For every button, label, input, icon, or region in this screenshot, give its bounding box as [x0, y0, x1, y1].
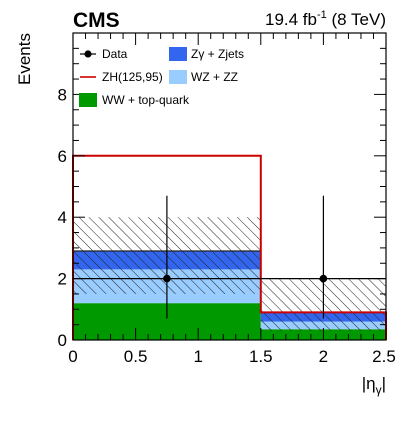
- legend-entry-zg: Zγ + Zjets: [169, 47, 244, 61]
- x-tick-label: 0: [68, 347, 77, 366]
- x-tick-label: 2.5: [372, 347, 396, 366]
- y-tick-label: 6: [58, 147, 67, 166]
- legend-entry-signal: ZH(125,95): [80, 70, 163, 84]
- lumi-exponent: -1: [317, 9, 327, 21]
- y-tick-label: 4: [58, 208, 67, 227]
- x-axis-title-main: |η: [362, 374, 376, 393]
- data-points: [73, 195, 386, 319]
- legend-label-wz: WZ + ZZ: [191, 70, 238, 84]
- legend-entry-wz: WZ + ZZ: [169, 70, 238, 84]
- legend-label-data: Data: [102, 47, 128, 61]
- cms-label: CMS: [73, 9, 120, 32]
- legend-wz-swatch: [169, 70, 187, 84]
- y-axis-title: Events: [15, 33, 34, 85]
- x-axis-title-sub: γ: [376, 383, 382, 397]
- x-tick-label: 0.5: [124, 347, 148, 366]
- legend-ww-top-swatch: [79, 93, 97, 107]
- lumi-label: 19.4 fb-1 (8 TeV): [265, 9, 386, 29]
- x-tick-label: 1.5: [249, 347, 273, 366]
- legend: Data ZH(125,95) WW + top-quark Zγ + Zjet…: [79, 47, 244, 107]
- legend-data-marker: [84, 50, 92, 58]
- x-tick-labels: 0 0.5 1 1.5 2 2.5: [68, 347, 396, 366]
- legend-zg-swatch: [169, 47, 187, 61]
- lumi-energy: (8 TeV): [327, 10, 386, 29]
- y-tick-label: 2: [58, 270, 67, 289]
- x-axis-title-close: |: [382, 374, 386, 393]
- x-tick-label: 2: [319, 347, 328, 366]
- data-point: [319, 274, 328, 283]
- legend-entry-data: Data: [80, 47, 128, 61]
- x-axis-title: |ηγ|: [362, 374, 386, 397]
- y-tick-label: 8: [58, 85, 67, 104]
- legend-label-signal: ZH(125,95): [102, 70, 163, 84]
- axis-ticks: [72, 32, 387, 341]
- legend-label-zg: Zγ + Zjets: [191, 47, 244, 61]
- x-tick-label: 1: [193, 347, 202, 366]
- y-tick-label: 0: [58, 331, 67, 350]
- legend-entry-ww-top: WW + top-quark: [79, 93, 190, 107]
- data-point: [163, 274, 171, 283]
- lumi-value: 19.4 fb: [265, 10, 317, 29]
- legend-label-ww-top: WW + top-quark: [102, 93, 190, 107]
- y-tick-labels: 0 2 4 6 8: [58, 85, 67, 350]
